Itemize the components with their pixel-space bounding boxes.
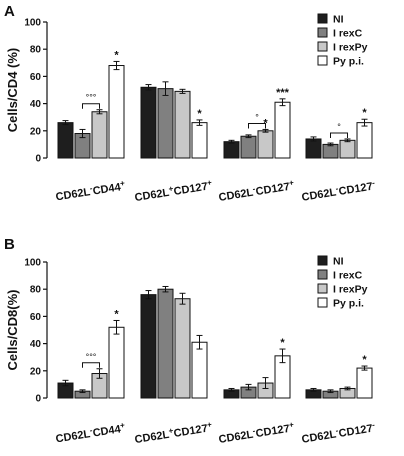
bar: [157, 288, 174, 399]
legend-label: Py p.i.: [333, 56, 364, 68]
y-tick-label: 0: [35, 394, 41, 405]
bar: [174, 90, 191, 159]
legend-swatch: [317, 27, 328, 38]
comparison-bracket: [82, 362, 100, 368]
bar: [157, 88, 174, 159]
panel-a: A 0 20 40 60 80 100 Cells/CD4 (%) CD62L-CD44+ CD6…: [4, 3, 377, 204]
legend-swatch: [317, 41, 328, 52]
bar: [322, 143, 339, 159]
y-tick-label: 60: [30, 72, 42, 83]
bar: [240, 135, 257, 159]
bar: [108, 65, 125, 159]
y-tick-label: 100: [24, 258, 41, 269]
y-tick-label: 80: [30, 285, 42, 296]
category-label: CD62L-CD127+: [218, 178, 296, 204]
bar: [57, 122, 74, 159]
bar: [140, 86, 157, 159]
panel-b: B 0 20 40 60 80 100 Cells/CD8(%) CD62L-CD44+ CD62…: [4, 236, 377, 446]
comparison-bracket: [82, 103, 100, 109]
significance-star: *: [197, 108, 202, 120]
significance-star: *: [114, 308, 119, 320]
category-label: CD62L+CD127+: [134, 420, 214, 446]
bar: [91, 111, 108, 159]
bar: [140, 294, 157, 399]
significance-star: ***: [276, 87, 290, 99]
bar: [257, 130, 274, 159]
significance-star: *: [114, 49, 119, 61]
comparison-bracket: [248, 122, 266, 129]
y-tick-label: 100: [24, 18, 41, 29]
legend-label: Py p.i.: [333, 298, 364, 310]
y-tick-label: 80: [30, 45, 42, 56]
bar: [274, 101, 291, 159]
category-label: CD62L-CD127-: [301, 420, 377, 446]
panel-letter: A: [4, 3, 15, 20]
y-tick-label: 40: [30, 339, 42, 350]
y-tick-label: 20: [30, 366, 42, 377]
y-tick-label: 60: [30, 312, 42, 323]
panel-letter: B: [4, 236, 15, 253]
bracket-label: °: [255, 112, 259, 122]
legend-swatch: [317, 283, 328, 294]
category-label: CD62L-CD127+: [218, 420, 296, 446]
legend-label: I rexC: [333, 270, 363, 282]
y-tick-label: 40: [30, 99, 42, 110]
bar: [174, 298, 191, 399]
comparison-bracket: [330, 132, 348, 138]
category-label: CD62L-CD44+: [55, 179, 127, 204]
bar: [108, 326, 125, 399]
legend-swatch: [317, 297, 328, 308]
legend-swatch: [317, 13, 328, 24]
category-label: CD62L-CD127-: [301, 178, 377, 204]
bracket-label: °°°: [86, 93, 97, 103]
y-tick-label: 0: [35, 154, 41, 165]
bar: [339, 139, 356, 159]
legend-swatch: [317, 255, 328, 266]
bar: [191, 341, 208, 399]
legend-swatch: [317, 55, 328, 66]
significance-star: *: [280, 337, 285, 349]
legend-label: NI: [333, 256, 344, 268]
legend-label: I rexPy: [333, 284, 368, 296]
significance-star: *: [362, 354, 367, 366]
legend-label: I rexPy: [333, 42, 368, 54]
category-label: CD62L-CD44+: [55, 421, 127, 446]
significance-star: *: [362, 107, 367, 119]
bar: [305, 138, 322, 159]
bar: [191, 122, 208, 159]
legend-label: I rexC: [333, 28, 363, 40]
bracket-label: °°°: [86, 352, 97, 362]
bracket-label: °: [337, 122, 341, 132]
legend-swatch: [317, 269, 328, 280]
legend-label: NI: [333, 14, 344, 26]
bar: [356, 367, 373, 399]
y-axis-label: Cells/CD4 (%): [5, 48, 20, 133]
bar: [223, 141, 240, 159]
bar: [356, 122, 373, 159]
category-label: CD62L+CD127+: [134, 178, 214, 204]
y-axis-label: Cells/CD8(%): [5, 290, 20, 371]
y-tick-label: 20: [30, 126, 42, 137]
